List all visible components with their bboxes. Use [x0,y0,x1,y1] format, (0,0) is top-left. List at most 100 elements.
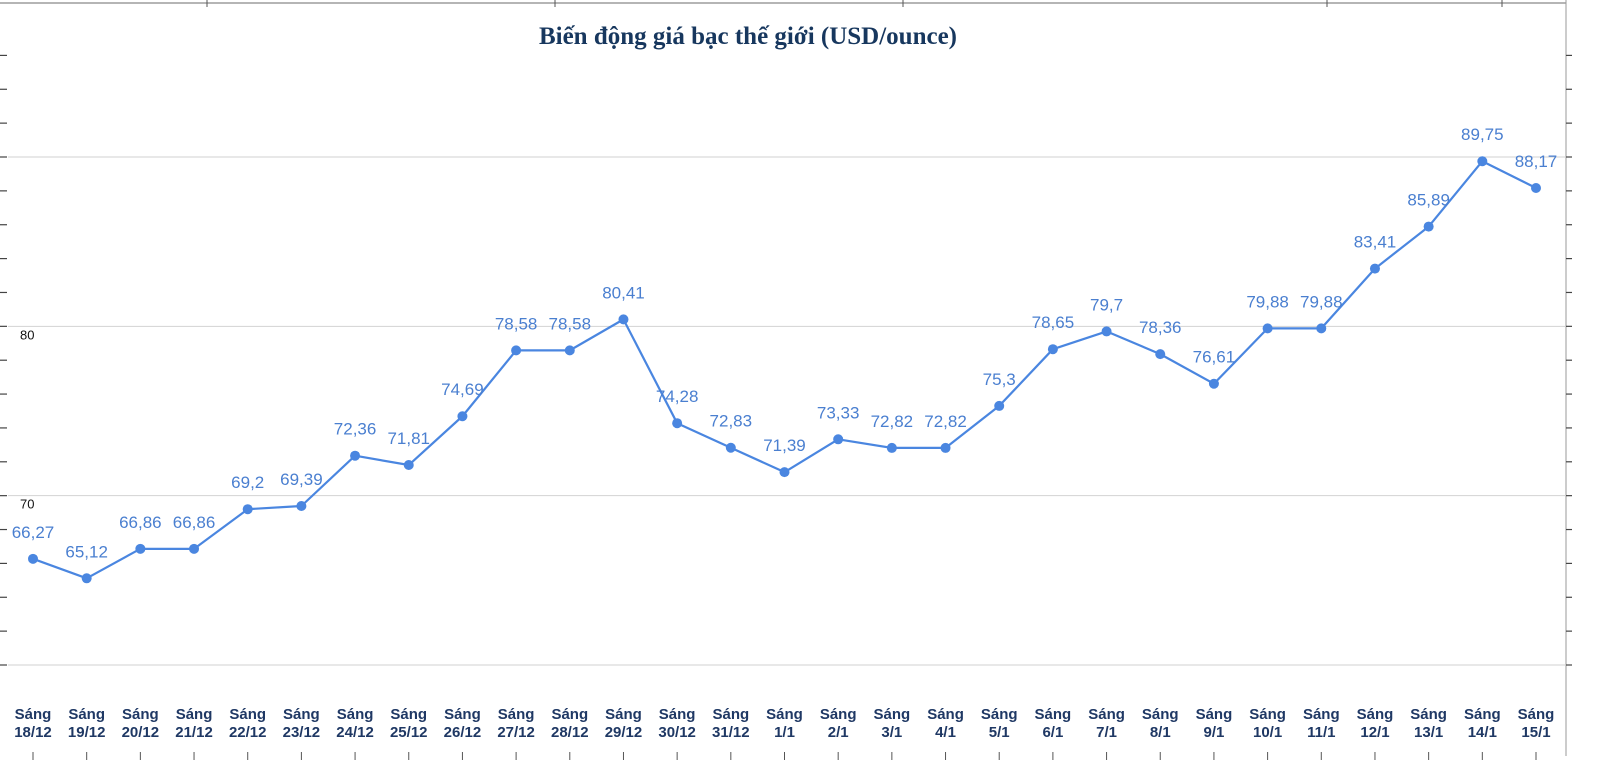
x-tick-label-line: Sáng [820,706,857,723]
x-tick-label: Sáng 30/12 [658,706,696,741]
x-tick-label-line: 26/12 [444,724,482,741]
data-point [1101,326,1112,337]
data-point [135,543,146,554]
data-label: 74,28 [656,387,699,406]
x-tick-label-line: Sáng [1035,706,1072,723]
data-point [725,442,736,453]
x-tick-label-line: Sáng [874,706,911,723]
data-point [886,442,897,453]
x-tick-label: Sáng 15/1 [1518,706,1555,741]
data-label: 71,39 [763,436,806,455]
x-tick-label: Sáng 18/12 [14,706,52,741]
data-point [189,543,200,554]
x-tick-label: Sáng 5/1 [981,706,1018,741]
y-axis-tick-labels: 80 70 [20,327,34,511]
x-tick-label-line: 18/12 [14,724,52,741]
data-point [1208,378,1219,389]
x-tick-label-line: Sáng [605,706,642,723]
x-tick-label: Sáng 13/1 [1410,706,1447,741]
data-label: 85,89 [1407,191,1450,210]
x-tick-label-line: 5/1 [989,724,1010,741]
chart-frame [0,0,1572,760]
data-label: 72,82 [871,412,914,431]
x-tick-label: Sáng 24/12 [336,706,374,741]
x-tick-label-line: 14/1 [1468,724,1497,741]
x-tick-label-line: 4/1 [935,724,956,741]
x-tick-label-line: Sáng [927,706,964,723]
data-point [1262,323,1273,334]
x-tick-label: Sáng 19/12 [68,706,106,741]
data-point [994,400,1005,411]
x-tick-label-line: Sáng [766,706,803,723]
x-tick-label-line: Sáng [1357,706,1394,723]
data-point [564,345,575,356]
x-tick-label: Sáng 11/1 [1303,706,1340,741]
x-tick-label-line: 10/1 [1253,724,1282,741]
data-points [28,156,1541,584]
x-tick-label: Sáng 31/12 [712,706,750,741]
x-tick-label-line: 24/12 [336,724,374,741]
data-label: 72,83 [710,412,753,431]
x-tick-label-line: Sáng [15,706,52,723]
x-tick-label-line: Sáng [1303,706,1340,723]
x-tick-label-line: 30/12 [658,724,696,741]
x-tick-label-line: 9/1 [1203,724,1224,741]
data-point [28,553,38,564]
x-tick-label-line: 1/1 [774,724,795,741]
x-tick-label: Sáng 12/1 [1357,706,1394,741]
data-point [1531,182,1541,193]
data-point [1369,263,1380,274]
y-tick-label: 70 [20,497,34,512]
data-label: 66,27 [12,523,55,542]
data-label: 78,58 [495,314,538,333]
data-label: 72,82 [924,412,967,431]
data-point [511,345,522,356]
data-label: 71,81 [387,429,430,448]
x-tick-label-line: 6/1 [1042,724,1063,741]
data-point [403,460,414,471]
x-tick-label-line: 21/12 [175,724,213,741]
data-labels: 66,27 65,12 66,86 66,86 69,2 69,39 72,36 71,81 7… [12,125,1558,561]
x-tick-label-line: Sáng [68,706,105,723]
x-tick-label-line: Sáng [659,706,696,723]
x-tick-label: Sáng 21/12 [175,706,213,741]
data-point [672,418,683,429]
data-point [1423,221,1434,232]
data-label: 66,86 [119,513,162,532]
data-label: 78,65 [1032,313,1075,332]
x-tick-label: Sáng 10/1 [1249,706,1286,741]
data-label: 80,41 [602,283,645,302]
x-tick-label-line: 11/1 [1307,724,1335,741]
data-point [81,573,92,584]
x-tick-label-line: Sáng [1196,706,1233,723]
x-tick-label: Sáng 1/1 [766,706,803,741]
data-point [1155,349,1166,360]
gridlines [8,156,1566,666]
data-point [1316,323,1327,334]
data-point [296,500,307,511]
x-tick-label: Sáng 27/12 [497,706,535,741]
x-tick-label: Sáng 22/12 [229,706,267,741]
data-point [779,467,790,478]
x-tick-label-line: 3/1 [881,724,902,741]
data-point [1477,156,1488,167]
data-label: 88,17 [1515,152,1558,171]
data-label: 79,88 [1246,292,1289,311]
data-label: 83,41 [1354,233,1397,252]
x-tick-label-line: Sáng [498,706,535,723]
data-label: 73,33 [817,403,860,422]
x-tick-label-line: Sáng [1249,706,1286,723]
data-label: 69,39 [280,470,323,489]
x-tick-label: Sáng 6/1 [1035,706,1072,741]
data-point [1047,344,1058,355]
x-tick-label: Sáng 4/1 [927,706,964,741]
y-tick-label: 80 [20,327,34,342]
x-tick-label-line: 28/12 [551,724,589,741]
x-tick-label-line: Sáng [337,706,374,723]
x-tick-label: Sáng 14/1 [1464,706,1501,741]
data-label: 78,58 [549,314,592,333]
data-label: 75,3 [983,370,1016,389]
data-point [242,504,253,515]
